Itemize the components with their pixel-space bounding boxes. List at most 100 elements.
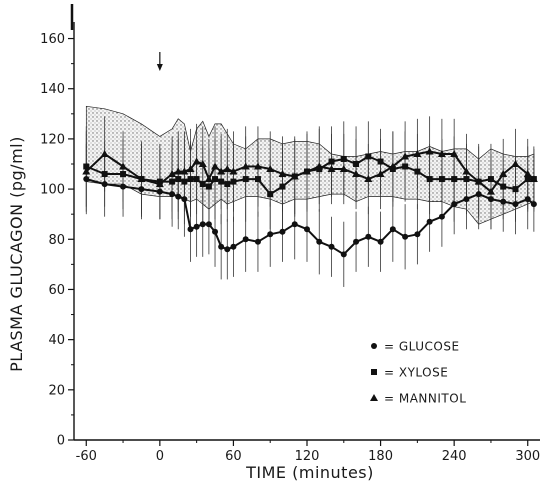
xylose-point — [175, 176, 182, 183]
glucose-point — [475, 191, 482, 198]
xylose-point — [451, 176, 458, 183]
glucose-point — [175, 193, 182, 200]
mannitol-point — [198, 160, 207, 167]
glucose-point — [169, 191, 176, 198]
glucose-point — [187, 226, 194, 233]
y-tick-label: 120 — [40, 132, 65, 147]
glucose-point — [451, 201, 458, 208]
xylose-point — [205, 183, 212, 190]
mannitol-point — [186, 165, 195, 173]
mannitol-point — [253, 162, 262, 170]
mannitol-point — [474, 177, 483, 185]
xylose-point — [242, 176, 249, 183]
y-tick-label: 80 — [48, 233, 65, 248]
xylose-point — [353, 161, 360, 167]
xylose-point — [377, 158, 384, 165]
glucose-point — [156, 188, 163, 195]
legend-label: = XYLOSE — [384, 366, 448, 380]
mannitol-point — [229, 167, 238, 175]
mannitol-point — [437, 149, 446, 157]
xylose-point — [193, 176, 200, 183]
glucose-point — [138, 186, 145, 193]
y-tick-label: 40 — [48, 333, 65, 348]
mannitol-point — [266, 165, 275, 173]
y-tick-label: 20 — [48, 383, 65, 398]
mannitol-point — [174, 167, 183, 175]
mannitol-point — [278, 170, 287, 178]
xylose-point — [101, 171, 108, 178]
xylose-point — [218, 178, 225, 185]
glucose-point — [230, 243, 237, 250]
glucose-point — [212, 228, 219, 235]
legend-label: = GLUCOSE — [384, 340, 460, 354]
y-tick-label: 0 — [57, 434, 65, 449]
y-tick-label: 100 — [40, 183, 65, 198]
legend-label: = MANNITOL — [384, 392, 466, 406]
mannitol-point — [352, 170, 361, 178]
legend: = GLUCOSE = XYLOSE = MANNITOL — [370, 340, 466, 406]
glucose-point — [224, 246, 231, 253]
mannitol-point — [462, 167, 471, 175]
mannitol-point — [529, 175, 538, 183]
glucose-point — [83, 176, 90, 183]
xylose-point — [414, 168, 421, 175]
xylose-point — [512, 186, 519, 193]
glucose-point — [205, 221, 212, 228]
mannitol-point — [327, 165, 336, 173]
xylose-point — [199, 181, 206, 188]
xylose-point — [279, 183, 286, 190]
y-tick-label: 140 — [40, 82, 65, 97]
mannitol-point — [119, 162, 128, 170]
xylose-point — [187, 176, 194, 183]
glucose-point — [254, 238, 261, 245]
xylose-point — [340, 155, 347, 162]
glucose-point — [304, 226, 310, 233]
glucose-point — [279, 228, 286, 235]
legend-marker-square — [371, 369, 377, 375]
xylose-point — [230, 178, 237, 185]
xylose-point — [181, 178, 188, 185]
glucose-point — [340, 251, 347, 258]
glucose-point — [199, 221, 206, 228]
mannitol-point — [523, 170, 532, 178]
mannitol-point — [499, 170, 508, 178]
xylose-point — [365, 153, 372, 160]
mannitol-point — [204, 175, 213, 183]
legend-marker-triangle — [370, 394, 378, 401]
x-tick-label: 300 — [515, 449, 540, 464]
glucose-point — [524, 196, 531, 203]
glucose-point — [101, 181, 108, 188]
x-tick-label: 0 — [156, 449, 164, 464]
mannitol-point — [217, 167, 226, 175]
mannitol-point — [223, 165, 232, 173]
mannitol-point — [364, 175, 373, 183]
glucose-point — [353, 238, 360, 245]
mannitol-point — [303, 167, 311, 175]
x-tick-label: 60 — [225, 449, 242, 464]
x-tick-label: 120 — [295, 449, 320, 464]
xylose-point — [83, 163, 90, 170]
glucose-point — [267, 231, 274, 238]
xylose-point — [463, 176, 470, 183]
xylose-point — [120, 171, 127, 178]
xylose-point — [328, 158, 335, 165]
glucose-point — [530, 201, 537, 208]
glucose-point — [181, 196, 188, 203]
axes: 0 20 40 60 80 100 120 140 160 -60 0 60 120 180 240 300 — [40, 22, 540, 464]
mannitol-point — [315, 162, 324, 170]
glucose-point — [316, 238, 323, 245]
glucose-point — [120, 183, 127, 190]
mannitol-point — [413, 149, 422, 157]
mannitol-point — [376, 170, 385, 178]
mannitol-point — [100, 149, 109, 157]
mannitol-point — [290, 172, 299, 180]
xylose-point — [212, 176, 219, 183]
mannitol-point — [180, 167, 189, 175]
glucose-point — [328, 243, 335, 250]
xylose-point — [267, 191, 274, 198]
y-axis-label: PLASMA GLUCAGON (pg/ml) — [7, 136, 26, 372]
xylose-point — [500, 183, 507, 190]
glucose-point — [193, 223, 200, 230]
glucose-point — [500, 198, 507, 205]
glucose-point — [463, 196, 470, 203]
